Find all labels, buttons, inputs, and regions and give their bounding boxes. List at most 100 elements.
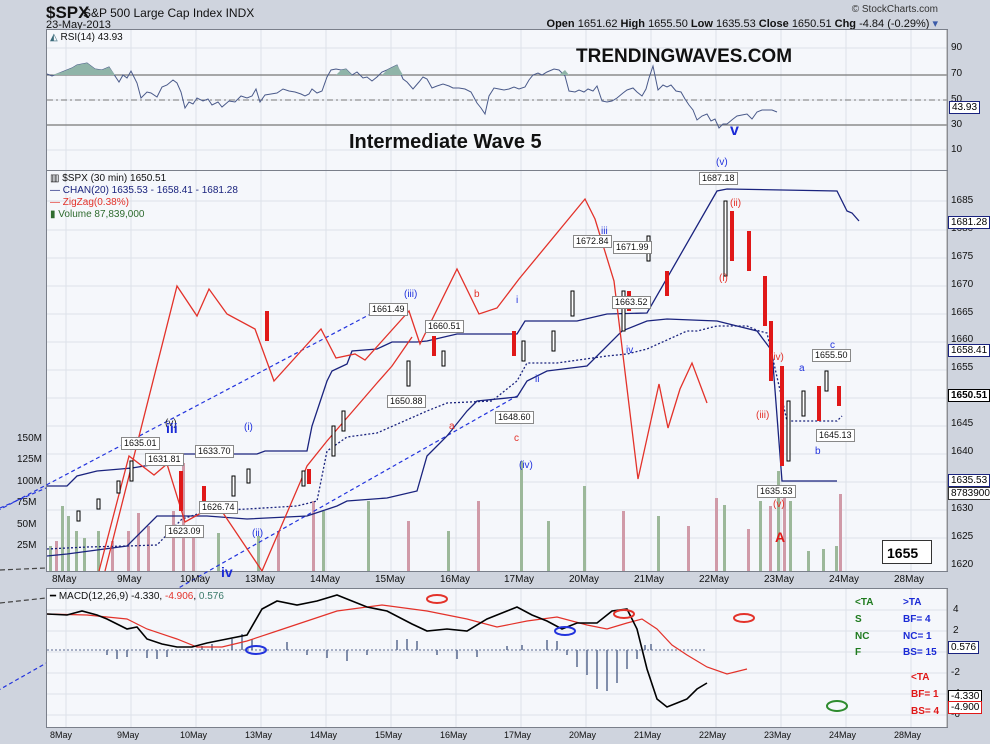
ta-blue-2: NC= 1 (903, 631, 932, 642)
x-label-bottom: 14May (310, 730, 338, 740)
pivot-label: 1633.70 (195, 445, 234, 458)
price-tick: 1665 (951, 307, 974, 318)
x-label-bottom: 15May (375, 730, 403, 740)
chan-mid-tag: 1658.41 (948, 344, 990, 357)
rsi-value-tag: 43.93 (949, 101, 981, 114)
wave-label: iv (626, 345, 634, 356)
wave-label: c (830, 340, 835, 351)
wave-label-A: A (775, 529, 786, 545)
price-tick: 1625 (951, 531, 974, 542)
wave-label: (ii) (730, 198, 742, 209)
pivot-label: 1660.51 (425, 320, 464, 333)
rsi-legend: ◭ RSI(14) 43.93 (50, 32, 123, 43)
macd-hist-tag: 0.576 (948, 641, 980, 654)
x-label: 28May (894, 574, 925, 585)
price-plot (0, 171, 948, 690)
volume-tick: 25M (17, 540, 37, 551)
volume-tag: 87839000 (948, 487, 990, 500)
ta-green-0: <TA (855, 597, 874, 608)
volume-tick: 50M (17, 519, 37, 530)
x-label-bottom: 23May (764, 730, 792, 740)
rsi-tick: 70 (951, 68, 963, 79)
x-label-bottom: 17May (504, 730, 532, 740)
ohlc-summary: Open 1651.62 High 1655.50 Low 1635.53 Cl… (546, 18, 938, 30)
x-label: 9May (117, 574, 142, 585)
wave-label: c (514, 433, 519, 444)
symbol: $SPX (46, 3, 90, 22)
rsi-icon: ◭ (50, 32, 58, 43)
x-label-bottom: 13May (245, 730, 273, 740)
ta-red-2: BS= 4 (911, 706, 940, 717)
x-label-bottom: 21May (634, 730, 662, 740)
wave-label: iii (601, 226, 608, 237)
macd-histogram (106, 634, 652, 691)
macd-tick: -2 (951, 667, 960, 678)
wave-label-iv: iv (221, 564, 233, 580)
pivot-label: 1645.13 (816, 429, 855, 442)
candle-icon: ▥ (50, 173, 60, 184)
ta-red-1: BF= 1 (911, 689, 939, 700)
price-tick: 1620 (951, 559, 974, 570)
pivot-label: 1672.84 (573, 235, 612, 248)
x-label: 10May (180, 574, 211, 585)
ta-blue-3: BS= 15 (903, 647, 937, 658)
pivot-label: 1661.49 (369, 303, 408, 316)
wave-label: (i) (719, 273, 728, 284)
x-label-bottom: 8May (50, 730, 73, 740)
x-label-bottom: 20May (569, 730, 597, 740)
wave-label: (ii) (252, 528, 264, 539)
ta-red-0: <TA (911, 672, 930, 683)
pivot-label: 1635.53 (757, 485, 796, 498)
price-panel: ▥ $SPX (30 min) 1650.51 — CHAN(20) 1635.… (0, 157, 948, 690)
volume-tick: 150M (17, 433, 43, 444)
price-tick: 1660 (951, 334, 974, 345)
copyright: © StockCharts.com (851, 4, 938, 15)
x-label-bottom: 9May (117, 730, 140, 740)
rsi-tick: 30 (951, 119, 963, 130)
pivot-label: 1671.99 (613, 241, 652, 254)
pivot-label: 1648.60 (495, 411, 534, 424)
x-label: 21May (634, 574, 665, 585)
x-label-bottom: 16May (440, 730, 468, 740)
wave-label: b (474, 289, 480, 300)
ta-blue-0: >TA (903, 597, 922, 608)
wave-label: (iii) (404, 289, 418, 300)
legend-price: ▥ $SPX (30 min) 1650.51 (50, 173, 167, 184)
x-label: 23May (764, 574, 795, 585)
legend-volume: ▮ Volume 87,839,000 (50, 209, 145, 220)
target-box: 1655 (882, 540, 932, 564)
x-label: 14May (310, 574, 341, 585)
chan-lower-tag: 1635.53 (948, 474, 990, 487)
price-tick: 1630 (951, 503, 974, 514)
ta-green-3: F (855, 647, 862, 658)
pivot-label: 1650.88 (387, 395, 426, 408)
legend-chan: — CHAN(20) 1635.53 - 1658.41 - 1681.28 (50, 185, 238, 196)
volume-icon: ▮ (50, 209, 56, 220)
ta-blue-1: BF= 4 (903, 614, 931, 625)
dropdown-arrow-icon[interactable]: ▾ (932, 18, 938, 30)
price-tick: 1640 (951, 446, 974, 457)
wave-label: (v) (716, 157, 728, 168)
watermark: TRENDINGWAVES.COM (576, 46, 793, 67)
price-tick: 1645 (951, 418, 974, 429)
legend-zigzag: — ZigZag(0.38%) (50, 197, 129, 208)
wave-label: i (516, 295, 519, 306)
wave-label: (i) (244, 422, 253, 433)
x-label-bottom: 22May (699, 730, 727, 740)
security-name: S&P 500 Large Cap Index INDX (83, 6, 255, 20)
wave-title: Intermediate Wave 5 (349, 131, 542, 153)
left-trendline-ext (0, 487, 47, 604)
x-label-bottom: 28May (894, 730, 922, 740)
rsi-tick: 90 (951, 42, 963, 53)
pivot-label: 1663.52 (612, 296, 651, 309)
wave-label: b (815, 446, 821, 457)
x-label: 20May (569, 574, 600, 585)
chan-upper-tag: 1681.28 (948, 216, 990, 229)
macd-tick: 2 (953, 625, 959, 636)
pivot-label: 1623.09 (165, 525, 204, 538)
pivot-label: 1626.74 (199, 501, 238, 514)
wave-label-iii: iii (166, 420, 178, 436)
volume-tick: 125M (17, 454, 43, 465)
rsi-tick: 50 (951, 94, 963, 105)
wave-label: (v) (165, 418, 177, 429)
